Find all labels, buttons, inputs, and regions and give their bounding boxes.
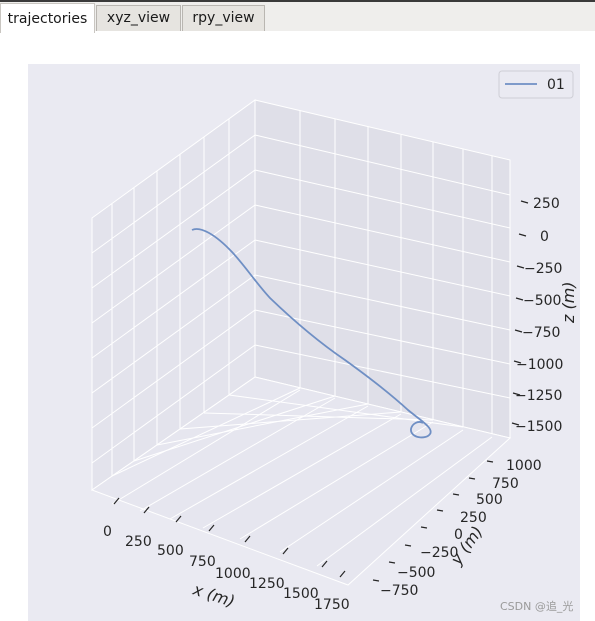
pane-floor [90, 376, 512, 586]
tab-label: trajectories [7, 11, 88, 27]
x-tick-4: 1000 [215, 566, 251, 582]
z-tick-1: 0 [540, 229, 549, 245]
x-tick-1: 250 [125, 534, 152, 550]
x-axis-label: x (m) [190, 579, 237, 611]
x-tick-0: 0 [103, 524, 112, 540]
y-tick-1: −500 [397, 565, 435, 581]
trajectory-line-01 [191, 228, 432, 439]
y-tick-7: 1000 [506, 458, 542, 474]
legend-label: 01 [547, 77, 565, 93]
tab-xyz-view[interactable]: xyz_view [96, 5, 181, 31]
y-tick-5: 500 [476, 492, 503, 508]
grid-back [254, 111, 511, 434]
y-tick-0: −750 [380, 583, 418, 599]
x-tick-2: 500 [157, 543, 184, 559]
tab-trajectories[interactable]: trajectories [0, 3, 95, 33]
y-tick-3: 0 [454, 527, 463, 543]
z-tick-0: 250 [533, 196, 560, 212]
z-tick-7: −1500 [515, 419, 562, 435]
watermark: CSDN @追_光 [500, 599, 573, 613]
z-tick-labels: 250 0 −250 −500 −750 −1000 −1250 −1500 [515, 196, 563, 435]
y-tick-labels: −750 −500 −250 0 250 500 750 1000 [380, 458, 542, 599]
tab-label: xyz_view [106, 10, 171, 26]
x-tick-6: 1500 [283, 586, 319, 602]
z-tick-4: −750 [522, 325, 560, 341]
x-tick-5: 1250 [249, 576, 285, 592]
z-tick-6: −1250 [515, 388, 562, 404]
x-axis-ticks [113, 497, 346, 578]
z-axis-label: z (m) [559, 281, 578, 324]
grid-left [91, 119, 256, 476]
z-tick-5: −1000 [516, 357, 563, 373]
z-tick-3: −500 [523, 293, 561, 309]
z-tick-2: −250 [524, 261, 562, 277]
grid-floor [111, 387, 493, 567]
y-tick-2: −250 [420, 545, 458, 561]
tab-rpy-view[interactable]: rpy_view [182, 5, 265, 31]
y-axis-ticks [372, 460, 494, 582]
z-axis-ticks [511, 200, 529, 426]
x-tick-3: 750 [189, 554, 216, 570]
x-tick-7: 1750 [314, 597, 350, 613]
x-tick-labels: 0 250 500 750 1000 1250 1500 1750 [103, 524, 350, 613]
tab-label: rpy_view [192, 10, 255, 26]
y-tick-6: 750 [492, 476, 519, 492]
tab-bar: trajectories xyz_view rpy_view [0, 0, 595, 33]
y-tick-4: 250 [460, 510, 487, 526]
